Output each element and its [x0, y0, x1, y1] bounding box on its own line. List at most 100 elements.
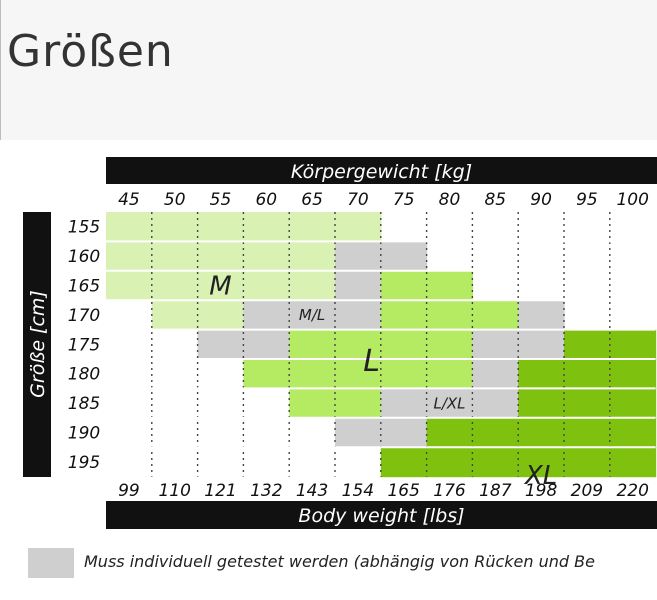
cell-l-170-80 [426, 300, 473, 331]
cell-xl-195-85 [472, 447, 519, 478]
x-tick-lbs-198: 198 [525, 481, 558, 501]
cell-o-175-85 [472, 329, 519, 360]
cell-xl-195-100 [609, 447, 657, 478]
x-tick-lbs-132: 132 [250, 481, 282, 501]
cell-l-185-70 [335, 388, 382, 419]
cell-xl-185-90 [518, 388, 565, 419]
cell-xl-180-90 [518, 359, 565, 389]
cell-xl-180-95 [564, 359, 611, 389]
cell-l-180-60 [243, 359, 290, 389]
x-tick-lbs-187: 187 [479, 481, 512, 501]
y-header-bar [23, 212, 51, 477]
x-tick-lbs-121: 121 [204, 481, 236, 501]
x-tick-lbs-154: 154 [342, 481, 374, 501]
legend-label-overlap: Muss individuell getestet werden (abhäng… [84, 552, 595, 571]
x-tick-kg-70: 70 [347, 190, 369, 210]
y-tick-cm-180: 180 [68, 365, 100, 385]
cell-l-165-80 [426, 270, 473, 301]
cell-l-175-70 [335, 329, 382, 360]
cell-o-170-90 [518, 300, 565, 331]
y-tick-cm-190: 190 [68, 424, 100, 444]
y-tick-cm-170: 170 [68, 306, 100, 326]
x-tick-kg-95: 95 [576, 190, 598, 210]
cell-o-190-75 [380, 417, 428, 448]
cell-m-155-65 [289, 212, 336, 242]
cell-o-185-75 [380, 388, 428, 419]
cell-xl-180-100 [609, 359, 657, 389]
cell-m-160-45 [106, 241, 153, 272]
cell-m-170-50 [151, 300, 199, 331]
y-tick-cm-160: 160 [68, 247, 100, 267]
x-tick-kg-55: 55 [210, 190, 232, 210]
cell-xl-190-80 [426, 417, 473, 448]
cell-xl-190-100 [609, 417, 657, 448]
cell-m-160-55 [197, 241, 244, 272]
y-tick-cm-195: 195 [68, 453, 100, 473]
x-tick-lbs-220: 220 [616, 481, 648, 501]
cell-xl-185-95 [564, 388, 611, 419]
x-bottom-axis-title: Body weight [lbs] [298, 505, 464, 527]
cell-l-170-75 [380, 300, 428, 331]
cell-xl-190-90 [518, 417, 565, 448]
cell-o-160-70 [335, 241, 382, 272]
cell-l-175-65 [289, 329, 336, 360]
x-tick-kg-80: 80 [439, 190, 461, 210]
cell-o-170-65 [289, 300, 336, 331]
cell-o-185-85 [472, 388, 519, 419]
cell-xl-195-80 [426, 447, 473, 478]
cell-m-160-65 [289, 241, 336, 272]
cell-o-175-60 [243, 329, 290, 360]
y-tick-cm-155: 155 [68, 218, 100, 238]
cell-o-165-70 [335, 270, 382, 301]
cell-m-170-55 [197, 300, 244, 331]
x-tick-kg-50: 50 [164, 190, 186, 210]
zone-label-xl: XL [523, 461, 557, 491]
cell-o-190-70 [335, 417, 382, 448]
x-tick-kg-60: 60 [255, 190, 277, 210]
cell-m-155-70 [335, 212, 382, 242]
cell-xl-175-100 [609, 329, 657, 360]
x-tick-kg-45: 45 [118, 190, 140, 210]
cell-xl-195-95 [564, 447, 611, 478]
y-tick-cm-165: 165 [68, 277, 100, 297]
cell-m-155-45 [106, 212, 153, 242]
cell-m-155-55 [197, 212, 244, 242]
cell-m-160-50 [151, 241, 199, 272]
x-tick-lbs-110: 110 [158, 481, 190, 501]
x-tick-lbs-176: 176 [433, 481, 466, 501]
x-top-axis-title: Körpergewicht [kg] [291, 161, 472, 183]
cell-l-180-80 [426, 359, 473, 389]
page-title: Größen [7, 26, 174, 77]
cell-l-180-75 [380, 359, 428, 389]
cell-l-165-75 [380, 270, 428, 301]
cell-o-170-70 [335, 300, 382, 331]
title-band: Größen [0, 0, 657, 140]
cell-m-155-60 [243, 212, 290, 242]
x-tick-lbs-165: 165 [387, 481, 419, 501]
zone-label-m: M [209, 272, 231, 302]
x-top-header-bar [106, 157, 657, 184]
legend-swatch-overlap [28, 548, 74, 578]
x-tick-kg-65: 65 [301, 190, 323, 210]
x-bottom-header-bar [106, 501, 657, 529]
cell-xl-195-75 [380, 447, 428, 478]
y-tick-cm-185: 185 [68, 394, 100, 414]
x-tick-kg-100: 100 [616, 190, 648, 210]
x-tick-lbs-209: 209 [571, 481, 603, 501]
cell-l-185-65 [289, 388, 336, 419]
cell-m-160-60 [243, 241, 290, 272]
cell-l-175-75 [380, 329, 428, 360]
cell-m-165-60 [243, 270, 290, 301]
x-tick-kg-90: 90 [530, 190, 552, 210]
cell-xl-190-95 [564, 417, 611, 448]
x-tick-lbs-143: 143 [296, 481, 328, 501]
y-tick-cm-175: 175 [68, 335, 100, 355]
cell-l-170-85 [472, 300, 519, 331]
cell-m-165-50 [151, 270, 199, 301]
cell-xl-195-90 [518, 447, 565, 478]
cell-o-185-80 [426, 388, 473, 419]
x-tick-lbs-99: 99 [118, 481, 140, 501]
cell-m-165-65 [289, 270, 336, 301]
y-axis-title: Größe [cm] [27, 290, 49, 398]
